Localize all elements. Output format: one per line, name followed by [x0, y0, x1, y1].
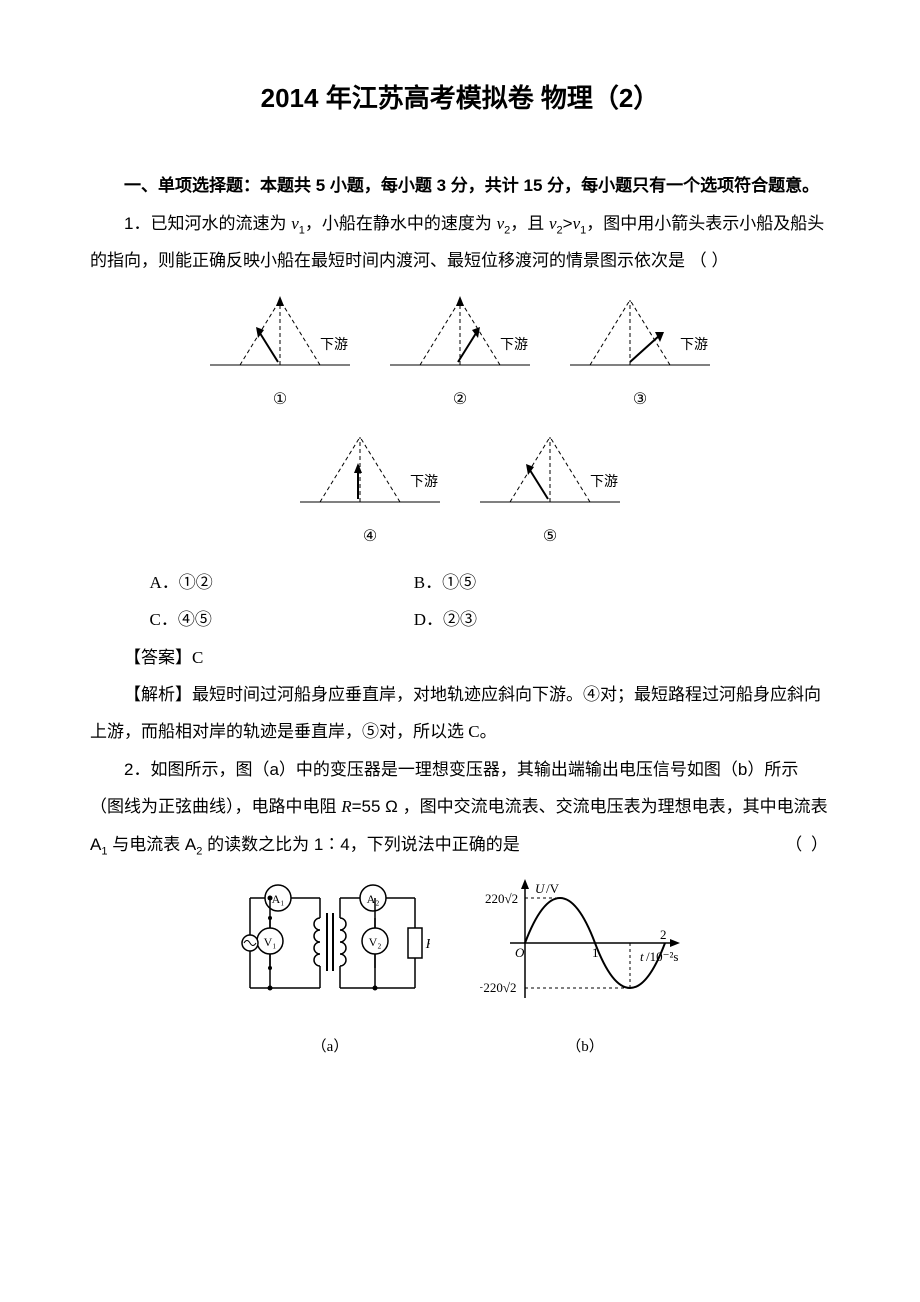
var-v2b: v — [549, 214, 557, 233]
q1-explanation: 【解析】最短时间过河船身应垂直岸，对地轨迹应斜向下游。④对；最短路程过河船身应斜… — [90, 676, 830, 751]
svg-text:V₂: V₂ — [369, 935, 382, 949]
diagram-2: 下游 ② — [390, 290, 530, 417]
diagram-a-label: （a） — [230, 1031, 430, 1064]
q1-text: ，且 — [510, 214, 549, 233]
diagram-4-label: ④ — [300, 519, 440, 554]
downstream-label: 下游 — [590, 468, 618, 499]
q2-text: 的读数之比为 1∶4，下列说法中正确的是 — [202, 835, 519, 854]
svg-text:220√2: 220√2 — [485, 891, 518, 906]
svg-text:V₁: V₁ — [264, 935, 277, 949]
svg-text:A₂: A₂ — [367, 892, 380, 906]
svg-text:2: 2 — [660, 927, 667, 942]
option-a: A．①② — [150, 564, 410, 601]
gt: > — [563, 214, 573, 233]
diagram-4: 下游 ④ — [300, 427, 440, 554]
q2-blank: （ ） — [751, 826, 830, 863]
svg-text:1: 1 — [592, 945, 599, 960]
q1-text: ，小船在静水中的速度为 — [305, 214, 497, 233]
q1-text: 1．已知河水的流速为 — [124, 214, 291, 233]
diagram-5: 下游 ⑤ — [480, 427, 620, 554]
section-heading: 一、单项选择题：本题共 5 小题，每小题 3 分，共计 15 分，每小题只有一个… — [90, 167, 830, 204]
diagram-3: 下游 ③ — [570, 290, 710, 417]
svg-text:−220√2: −220√2 — [480, 980, 516, 995]
diagram-b-label: （b） — [480, 1031, 690, 1064]
downstream-label: 下游 — [410, 468, 438, 499]
page-title: 2014 年江苏高考模拟卷 物理（2） — [90, 70, 830, 127]
q1-stem: 1．已知河水的流速为 v1，小船在静水中的速度为 v2，且 v2>v1，图中用小… — [90, 205, 830, 280]
q1-options-row1: A．①② B．①⑤ — [90, 564, 830, 601]
option-c: C．④⑤ — [150, 601, 410, 638]
q2-diagrams: A₁ V₁ A₂ — [90, 873, 830, 1064]
svg-text:O: O — [515, 945, 525, 960]
downstream-label: 下游 — [680, 331, 708, 362]
svg-text:t: t — [640, 949, 644, 964]
svg-text:A₁: A₁ — [272, 892, 285, 906]
diagram-5-label: ⑤ — [480, 519, 620, 554]
circuit-diagram: A₁ V₁ A₂ — [230, 873, 430, 1064]
svg-text:U: U — [535, 881, 546, 896]
var-R: R — [341, 797, 351, 816]
downstream-label: 下游 — [320, 331, 348, 362]
option-d: D．②③ — [414, 601, 674, 638]
diagram-2-label: ② — [390, 382, 530, 417]
q1-diagrams-row1: 下游 ① 下游 ② — [90, 290, 830, 417]
q1-answer: 【答案】C — [90, 639, 830, 676]
q2-stem: 2．如图所示，图（a）中的变压器是一理想变压器，其输出端输出电压信号如图（b）所… — [90, 751, 830, 863]
diagram-1-label: ① — [210, 382, 350, 417]
q1-options-row2: C．④⑤ D．②③ — [90, 601, 830, 638]
sine-chart: 220√2 −220√2 U /V O 1 2 t /10⁻²s （b） — [480, 873, 690, 1064]
var-v1: v — [291, 214, 299, 233]
diagram-3-label: ③ — [570, 382, 710, 417]
option-b: B．①⑤ — [414, 564, 674, 601]
svg-text:R: R — [425, 937, 430, 952]
diagram-1: 下游 ① — [210, 290, 350, 417]
downstream-label: 下游 — [500, 331, 528, 362]
q2-text: 与电流表 A — [107, 835, 196, 854]
svg-text:/10⁻²s: /10⁻²s — [646, 949, 678, 964]
svg-text:/V: /V — [546, 881, 560, 896]
var-v2: v — [497, 214, 505, 233]
q1-diagrams-row2: 下游 ④ 下游 ⑤ — [90, 427, 830, 554]
